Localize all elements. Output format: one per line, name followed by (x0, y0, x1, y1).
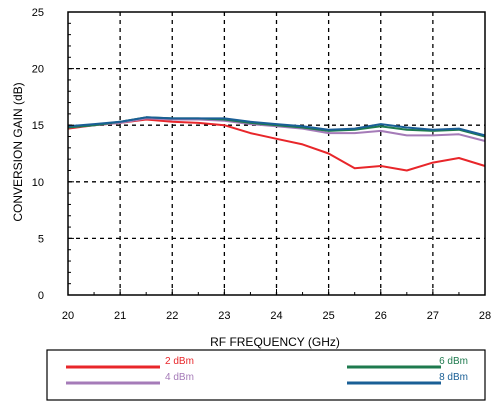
legend: 2 dBm 4 dBm 6 dBm 8 dBm (66, 356, 468, 385)
axis-ticks: 20 21 22 23 24 25 26 27 28 0 5 10 15 20 25 (32, 7, 491, 322)
x-tick-label: 26 (375, 310, 387, 322)
x-tick-label: 27 (427, 310, 439, 322)
series-line-8-dbm (67, 116, 486, 137)
y-tick-label: 25 (32, 7, 44, 19)
legend-label: 6 dBm (439, 356, 468, 367)
x-tick-label: 24 (270, 310, 282, 322)
y-tick-label: 15 (32, 120, 44, 132)
x-tick-label: 25 (323, 310, 335, 322)
x-tick-label: 22 (166, 310, 178, 322)
legend-label: 4 dBm (165, 372, 194, 383)
x-axis-label: RF FREQUENCY (GHz) (210, 335, 340, 349)
x-tick-label: 21 (114, 310, 126, 322)
y-tick-label: 0 (38, 290, 44, 302)
legend-box (46, 349, 486, 401)
y-tick-label: 5 (38, 233, 44, 245)
grid-lines (68, 12, 485, 295)
series-lines (67, 116, 486, 172)
legend-label: 2 dBm (165, 356, 194, 367)
x-tick-label: 23 (218, 310, 230, 322)
x-tick-label: 20 (62, 310, 74, 322)
y-tick-label: 20 (32, 64, 44, 76)
legend-label: 8 dBm (439, 372, 468, 383)
x-tick-label: 28 (479, 310, 491, 322)
y-axis-label: CONVERSION GAIN (dB) (11, 82, 25, 221)
series-line-4-dbm (67, 117, 486, 142)
y-tick-label: 10 (32, 177, 44, 189)
